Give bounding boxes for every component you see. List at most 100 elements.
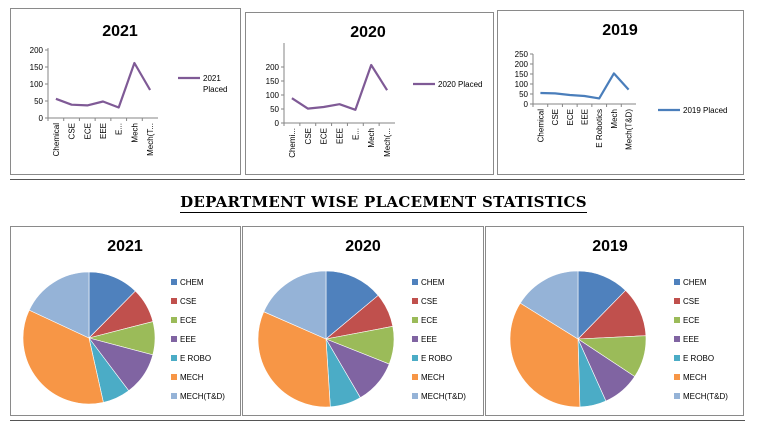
legend-label: EEE	[683, 335, 699, 344]
line-chart-title-2020: 2020	[350, 24, 386, 41]
x-tick-label: Mech(T...	[146, 123, 155, 156]
legend-swatch	[171, 317, 177, 323]
legend-swatch	[674, 279, 680, 285]
legend-label: MECH(T&D)	[421, 392, 466, 401]
legend-label: CHEM	[180, 278, 204, 287]
x-tick-label: Mech(...	[383, 128, 392, 157]
x-tick-label: CSE	[68, 123, 77, 139]
legend-label: ECE	[421, 316, 437, 325]
pie-slice	[22, 309, 104, 405]
x-tick-label: EEE	[99, 123, 108, 139]
legend-swatch	[171, 298, 177, 304]
legend-swatch	[171, 374, 177, 380]
legend-swatch	[674, 355, 680, 361]
legend-label: EEE	[180, 335, 196, 344]
legend-label: MECH(T&D)	[683, 392, 728, 401]
x-tick-label: Chemical	[52, 123, 61, 157]
y-tick-label: 200	[30, 46, 44, 55]
legend-swatch	[171, 393, 177, 399]
y-tick-label: 150	[515, 70, 529, 79]
legend-swatch	[674, 393, 680, 399]
legend-label: E ROBO	[421, 354, 452, 363]
x-tick-label: Mech(T&D)	[625, 109, 634, 150]
legend-label: MECH(T&D)	[180, 392, 225, 401]
legend-label: CHEM	[421, 278, 445, 287]
legend-label: E ROBO	[683, 354, 714, 363]
legend-label: CSE	[421, 297, 437, 306]
pie-chart-title-2021: 2021	[107, 238, 143, 255]
x-tick-label: Mech	[610, 109, 619, 129]
x-tick-label: E Robotics	[595, 109, 604, 148]
page-heading: DEPARTMENT WISE PLACEMENT STATISTICS	[0, 193, 767, 213]
legend-label: CSE	[180, 297, 196, 306]
pie-chart-title-2020: 2020	[345, 238, 381, 255]
y-tick-label: 0	[275, 119, 280, 128]
x-tick-label: E...	[115, 123, 124, 135]
legend-label: 2021 Placed	[203, 74, 227, 94]
x-tick-label: ECE	[320, 128, 329, 144]
x-tick-label: Mech	[130, 123, 139, 143]
y-tick-label: 150	[266, 77, 280, 86]
x-tick-label: EEE	[581, 109, 590, 125]
y-tick-label: 250	[515, 50, 529, 59]
line-chart-title-2019: 2019	[602, 22, 638, 39]
legend-swatch	[412, 374, 418, 380]
series-line	[55, 61, 152, 109]
y-tick-label: 0	[39, 114, 44, 123]
legend-label: MECH	[421, 373, 445, 382]
legend-label: E ROBO	[180, 354, 211, 363]
legend-swatch	[171, 279, 177, 285]
pie-chart-title-2019: 2019	[592, 238, 628, 255]
series-line	[540, 72, 630, 100]
legend-swatch	[674, 374, 680, 380]
x-tick-label: EEE	[336, 128, 345, 144]
legend-swatch	[674, 336, 680, 342]
legend-swatch	[412, 355, 418, 361]
legend-swatch	[171, 355, 177, 361]
line-chart-title-2021: 2021	[102, 23, 138, 40]
y-tick-label: 200	[515, 60, 529, 69]
y-tick-label: 200	[266, 63, 280, 72]
x-tick-label: ECE	[566, 109, 575, 125]
y-tick-label: 50	[34, 97, 43, 106]
legend-label: ECE	[180, 316, 196, 325]
legend-swatch	[674, 317, 680, 323]
legend-label: MECH	[180, 373, 204, 382]
x-tick-label: Mech	[367, 128, 376, 148]
pie-slice	[519, 270, 579, 340]
legend-swatch	[674, 298, 680, 304]
legend-swatch	[412, 393, 418, 399]
x-tick-label: CSE	[551, 109, 560, 125]
legend-swatch	[171, 336, 177, 342]
y-tick-label: 0	[524, 100, 529, 109]
y-tick-label: 100	[30, 80, 44, 89]
series-line	[291, 63, 389, 111]
pie-slice	[325, 270, 379, 340]
legend-label: 2020 Placed	[438, 80, 482, 89]
pie-slice	[263, 270, 327, 340]
legend-label: CSE	[683, 297, 699, 306]
legend-label: EEE	[421, 335, 437, 344]
x-tick-label: CSE	[304, 128, 313, 144]
legend-swatch	[412, 279, 418, 285]
divider-top	[10, 179, 745, 180]
y-tick-label: 100	[266, 91, 280, 100]
pie-slice	[257, 311, 331, 408]
legend-swatch	[412, 336, 418, 342]
legend-label: ECE	[683, 316, 699, 325]
pie-slice	[509, 302, 581, 408]
legend-swatch	[412, 317, 418, 323]
x-tick-label: Chemi...	[288, 128, 297, 158]
legend-label: MECH	[683, 373, 707, 382]
divider-bottom	[10, 420, 745, 421]
line-chart-panel-2019	[497, 10, 744, 175]
page-heading-text: DEPARTMENT WISE PLACEMENT STATISTICS	[180, 193, 587, 213]
y-tick-label: 100	[515, 80, 529, 89]
y-tick-label: 150	[30, 63, 44, 72]
legend-swatch	[412, 298, 418, 304]
x-tick-label: E...	[351, 128, 360, 140]
legend-label: 2019 Placed	[683, 106, 727, 115]
legend-label: CHEM	[683, 278, 707, 287]
y-tick-label: 50	[270, 105, 279, 114]
